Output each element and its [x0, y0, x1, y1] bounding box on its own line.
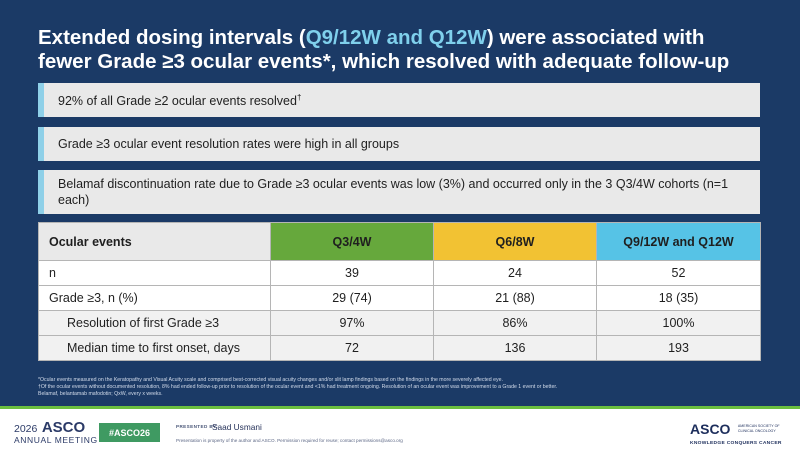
footnote-abbreviations: Belamaf, belantamab mafodotin; QxW, ever… [38, 391, 163, 398]
table-row: Median time to first onset, days 72 136 … [38, 335, 761, 361]
banner-text: Belamaf discontinuation rate due to Grad… [58, 177, 729, 207]
row-label-n: n [38, 260, 271, 286]
cell-value: 18 (35) [596, 285, 761, 311]
cell-value: 136 [433, 335, 597, 361]
meeting-year: 2026 [14, 423, 38, 435]
cell-value: 39 [270, 260, 434, 286]
presentation-footer-bar: 2026 ASCO ANNUAL MEETING #ASCO26 PRESENT… [0, 406, 800, 456]
table-row: Resolution of first Grade ≥3 97% 86% 100… [38, 310, 761, 336]
presenter-name: Saad Usmani [212, 422, 262, 432]
society-name: AMERICAN SOCIETY OF CLINICAL ONCOLOGY [737, 424, 780, 433]
banner-discontinuation: Belamaf discontinuation rate due to Grad… [38, 170, 760, 214]
cell-value: 86% [433, 310, 597, 336]
copyright-notice: Presentation is property of the author a… [176, 438, 403, 443]
meeting-asco-wordmark: ASCO [41, 419, 86, 436]
banner-events-resolved: 92% of all Grade ≥2 ocular events resolv… [38, 83, 760, 117]
title-part-1: Extended dosing intervals ( [38, 26, 306, 49]
footnotes: *Ocular events measured on the Keratopat… [38, 377, 768, 399]
cell-value: 21 (88) [433, 285, 597, 311]
hashtag-badge: #ASCO26 [99, 423, 160, 442]
meeting-label: ANNUAL MEETING [14, 435, 98, 445]
table-row: Grade ≥3, n (%) 29 (74) 21 (88) 18 (35) [38, 285, 761, 311]
row-label-resolution: Resolution of first Grade ≥3 [38, 310, 271, 336]
cell-value: 72 [270, 335, 434, 361]
header-q3-4w: Q3/4W [270, 222, 434, 261]
presented-by-label: PRESENTED BY: [176, 424, 219, 429]
footnote-asterisk: *Ocular events measured on the Keratopat… [38, 377, 503, 383]
header-ocular-events: Ocular events [38, 222, 271, 261]
header-q9-12w-q12w: Q9/12W and Q12W [596, 222, 761, 261]
ocular-events-table: Ocular events Q3/4W Q6/8W Q9/12W and Q12… [38, 222, 761, 361]
banner-text: 92% of all Grade ≥2 ocular events resolv… [58, 90, 301, 109]
society-tagline: KNOWLEDGE CONQUERS CANCER [690, 441, 782, 446]
title-part-2: ) were associated with fewer Grade ≥3 oc… [38, 26, 730, 73]
cell-value: 24 [433, 260, 597, 286]
table-header-row: Ocular events Q3/4W Q6/8W Q9/12W and Q12… [38, 222, 761, 261]
cell-value: 97% [270, 310, 434, 336]
dagger-footnote-mark: † [296, 93, 302, 103]
banner-text-main: 92% of all Grade ≥2 ocular events resolv… [58, 94, 297, 109]
asco-annual-meeting-logo: 2026 ASCO ANNUAL MEETING [14, 419, 98, 446]
cell-value: 193 [596, 335, 761, 361]
accent-stripe [0, 406, 800, 409]
row-label-grade3: Grade ≥3, n (%) [38, 285, 271, 311]
slide: Extended dosing intervals (Q9/12W and Q1… [0, 0, 800, 406]
slide-title: Extended dosing intervals (Q9/12W and Q1… [38, 26, 758, 74]
footnote-dagger: †Of the ocular events without documented… [38, 384, 558, 391]
banner-text: Grade ≥3 ocular event resolution rates w… [58, 137, 400, 151]
cell-value: 52 [596, 260, 761, 286]
table-row: n 39 24 52 [38, 260, 761, 286]
banner-resolution-rates: Grade ≥3 ocular event resolution rates w… [38, 127, 760, 161]
society-wordmark: ASCO [690, 420, 731, 437]
title-highlight: Q9/12W and Q12W [305, 26, 487, 49]
row-label-median-time: Median time to first onset, days [38, 335, 271, 361]
cell-value: 29 (74) [270, 285, 434, 311]
header-q6-8w: Q6/8W [433, 222, 597, 261]
asco-society-logo: ASCO AMERICAN SOCIETY OF CLINICAL ONCOLO… [690, 420, 782, 446]
cell-value: 100% [596, 310, 761, 336]
